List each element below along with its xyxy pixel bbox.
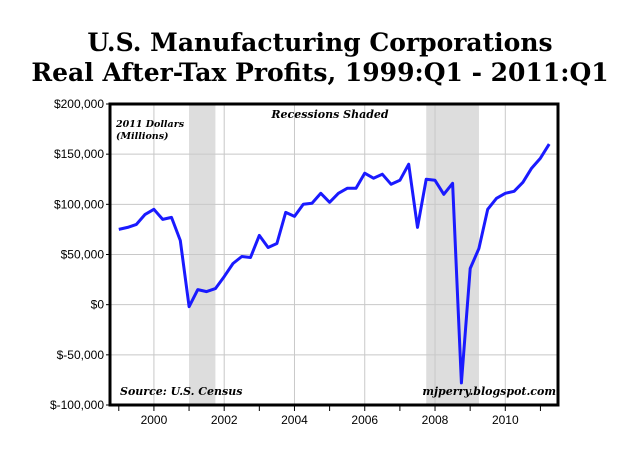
recessions-shaded-label: Recessions Shaded bbox=[270, 108, 389, 121]
x-tick-label: 2000 bbox=[141, 413, 168, 427]
x-tick-label: 2006 bbox=[351, 413, 378, 427]
x-tick-label: 2010 bbox=[492, 413, 519, 427]
x-tick-label: 2002 bbox=[211, 413, 238, 427]
y-unit-label-line-1: 2011 Dollars bbox=[115, 119, 185, 130]
source-label: Source: U.S. Census bbox=[120, 385, 242, 398]
y-tick-label: $150,000 bbox=[54, 147, 104, 161]
y-tick-label: $100,000 bbox=[54, 197, 104, 211]
gridlines bbox=[110, 103, 558, 406]
profits-line-layer bbox=[118, 143, 551, 385]
axes: $200,000 $150,000 $100,000 $50,000 $0 $-50,00… bbox=[50, 97, 541, 427]
chart-title-line-1: U.S. Manufacturing Corporations bbox=[87, 28, 553, 57]
y-tick-label: $0 bbox=[91, 298, 105, 312]
profits-series-line bbox=[118, 143, 551, 385]
x-tick-label: 2008 bbox=[422, 413, 449, 427]
y-tick-label: $50,000 bbox=[61, 248, 105, 262]
y-tick-label: $-100,000 bbox=[50, 398, 104, 412]
chart-title-line-2: Real After-Tax Profits, 1999:Q1 - 2011:Q… bbox=[31, 58, 609, 87]
x-tick-label: 2004 bbox=[281, 413, 308, 427]
y-unit-label-line-2: (Millions) bbox=[116, 131, 169, 142]
y-tick-label: $200,000 bbox=[54, 97, 104, 111]
chart-title: U.S. Manufacturing Corporations Real Aft… bbox=[0, 28, 640, 88]
y-tick-label: $-50,000 bbox=[57, 348, 105, 362]
credit-label: mjperry.blogspot.com bbox=[422, 385, 556, 398]
